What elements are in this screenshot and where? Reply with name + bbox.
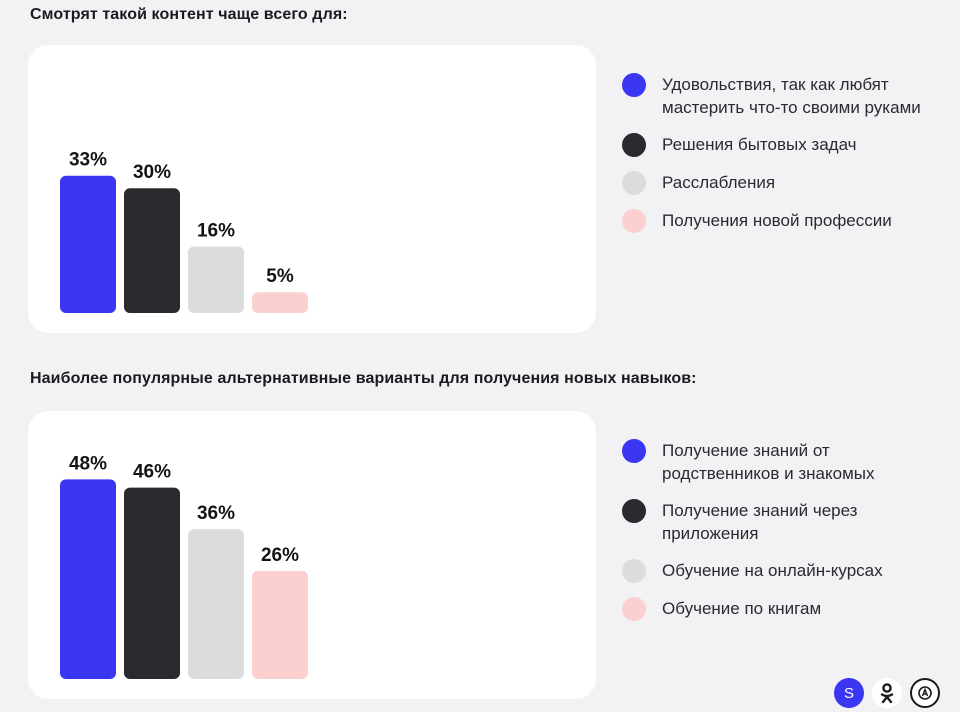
- legend-label: Обучение по книгам: [662, 599, 822, 618]
- s-logo-icon[interactable]: S: [834, 678, 864, 708]
- chart-2-bar-4: [252, 570, 308, 679]
- chart-1-bar-1: [60, 175, 116, 313]
- chart-1-title: Смотрят такой контент чаще всего для:: [30, 6, 348, 23]
- chart-1-bars: 33% 30% 16% 5%: [60, 150, 308, 313]
- legend-swatch: [622, 209, 646, 233]
- legend-label: Обучение на онлайн-курсах: [662, 561, 883, 580]
- legend-label: Получение знаний от родственников и знак…: [662, 441, 875, 483]
- chart-2-legend-item-4: Обучение по книгам: [622, 597, 952, 621]
- chart-2-title: Наиболее популярные альтернативные вариа…: [30, 370, 697, 387]
- a-logo-icon[interactable]: [910, 678, 940, 708]
- legend-swatch: [622, 559, 646, 583]
- chart-2-legend-item-2: Получение знаний через приложения: [622, 499, 952, 545]
- chart-1-bar-4: [252, 292, 308, 313]
- legend-label: Расслабления: [662, 173, 776, 192]
- legend-label: Получение знаний через приложения: [662, 501, 858, 543]
- chart-2-legend-item-3: Обучение на онлайн-курсах: [622, 559, 952, 583]
- chart-2-legend: Получение знаний от родственников и знак…: [622, 439, 952, 635]
- legend-label: Получения новой профессии: [662, 211, 892, 230]
- chart-2-bars: 48% 46% 36% 26%: [60, 453, 308, 679]
- legend-label: Удовольствия, так как любят мастерить чт…: [662, 75, 921, 117]
- ok-logo-icon[interactable]: [872, 678, 902, 708]
- chart-1-bar-label-4: 5%: [266, 266, 294, 287]
- chart-2-bar-2: [124, 487, 180, 679]
- legend-swatch: [622, 597, 646, 621]
- chart-1-legend-item-2: Решения бытовых задач: [622, 133, 952, 157]
- legend-swatch: [622, 171, 646, 195]
- chart-1-card: 33% 30% 16% 5%: [28, 45, 596, 333]
- chart-2-bar-label-4: 26%: [261, 545, 299, 566]
- legend-swatch: [622, 133, 646, 157]
- chart-1-bar-label-3: 16%: [197, 220, 235, 241]
- chart-1-bar-label-2: 30%: [133, 162, 171, 183]
- chart-2-legend-item-1: Получение знаний от родственников и знак…: [622, 439, 952, 485]
- chart-1-legend-item-3: Расслабления: [622, 171, 952, 195]
- s-logo-label: S: [843, 684, 854, 702]
- footer-icons: S: [834, 678, 940, 708]
- legend-swatch: [622, 73, 646, 97]
- chart-1-bar-2: [124, 188, 180, 313]
- chart-1-bar-3: [188, 246, 244, 313]
- chart-2-bar-label-1: 48%: [69, 453, 107, 474]
- legend-swatch: [622, 499, 646, 523]
- chart-1-legend-item-1: Удовольствия, так как любят мастерить чт…: [622, 73, 952, 119]
- chart-2-bar-label-3: 36%: [197, 503, 235, 524]
- chart-2-card: 48% 46% 36% 26%: [28, 411, 596, 699]
- legend-label: Решения бытовых задач: [662, 135, 857, 154]
- chart-2-bar-1: [60, 479, 116, 679]
- chart-1-legend: Удовольствия, так как любят мастерить чт…: [622, 73, 952, 247]
- chart-1-legend-item-4: Получения новой профессии: [622, 209, 952, 233]
- chart-2-bar-3: [188, 529, 244, 679]
- chart-2-bar-label-2: 46%: [133, 462, 171, 483]
- chart-1-bar-label-1: 33%: [69, 150, 107, 171]
- legend-swatch: [622, 439, 646, 463]
